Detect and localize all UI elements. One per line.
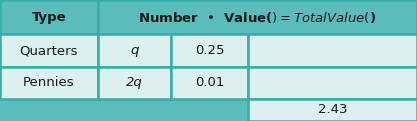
Bar [171, 67, 248, 99]
Text: Quarters: Quarters [20, 44, 78, 57]
Bar [171, 34, 248, 67]
Text: 0.25: 0.25 [195, 44, 224, 57]
Bar [248, 99, 417, 121]
Text: 2q: 2q [126, 76, 143, 89]
Text: Number  •  Value($)  =  Total Value($): Number • Value($) = Total Value($) [138, 10, 377, 25]
Text: q: q [130, 44, 139, 57]
Text: Type: Type [32, 11, 66, 24]
Bar [98, 0, 417, 34]
Bar [248, 67, 417, 99]
Text: Pennies: Pennies [23, 76, 75, 89]
Bar [0, 67, 98, 99]
Bar [98, 34, 171, 67]
Text: 2.43: 2.43 [318, 103, 347, 116]
Bar [248, 34, 417, 67]
Bar [0, 34, 98, 67]
Text: 0.01: 0.01 [195, 76, 224, 89]
Bar [0, 0, 98, 34]
Bar [98, 67, 171, 99]
